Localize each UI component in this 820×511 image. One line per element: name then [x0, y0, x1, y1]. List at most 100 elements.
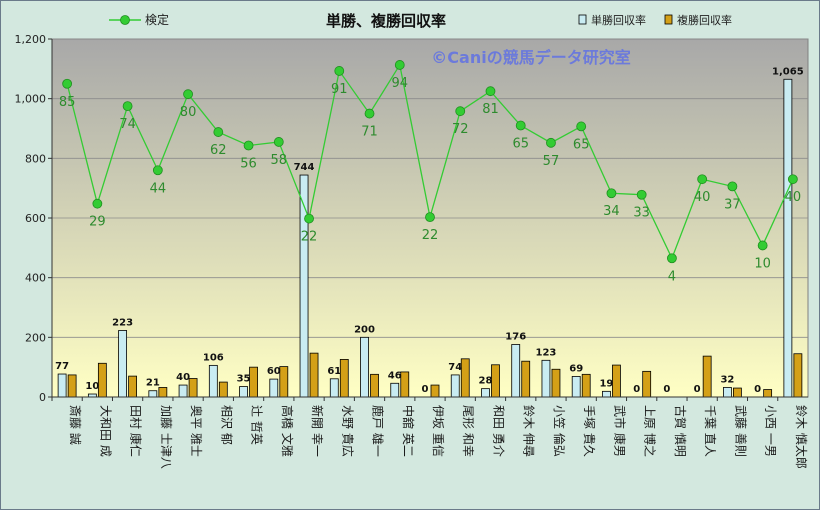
- bar-win: [299, 174, 309, 398]
- bar-win: [571, 376, 581, 398]
- test-marker: [757, 240, 768, 251]
- bar-win: [360, 336, 369, 398]
- data-label-test: 37: [724, 197, 741, 212]
- test-marker: [455, 106, 466, 117]
- data-label-win: 69: [569, 363, 583, 374]
- bar-place: [67, 374, 77, 398]
- bar-win: [602, 390, 611, 398]
- bar-place: [521, 360, 531, 398]
- bar-win: [541, 359, 551, 398]
- data-label-win: 32: [720, 374, 734, 385]
- test-marker: [364, 108, 375, 119]
- legend: 検定 単勝回収率 複勝回収率: [109, 12, 732, 27]
- data-label-test: 85: [59, 95, 76, 110]
- bar-place: [612, 364, 621, 398]
- x-tick-label: 田村 康仁: [129, 405, 144, 457]
- bar-win: [481, 388, 490, 398]
- data-label-win: 35: [237, 374, 251, 385]
- bar-place: [702, 355, 712, 398]
- data-label-test: 22: [301, 230, 318, 245]
- x-tick-label: 鈴木 伸尋: [522, 405, 537, 457]
- data-label-win: 60: [267, 366, 281, 377]
- x-axis: 斎藤 誠 大和田 成 田村 康仁 加藤 士津八 奥平 雅士 相沢 郁 辻 哲英 高橋 文雅 新開…: [51, 396, 809, 469]
- x-tick-label: 武藤 善則: [733, 405, 748, 457]
- bar-place: [491, 364, 500, 398]
- test-marker: [213, 127, 224, 137]
- data-label-test: 72: [452, 122, 469, 137]
- x-tick-label: 加藤 士津八: [159, 405, 173, 469]
- bar-win: [511, 344, 521, 398]
- data-label-win: 10: [85, 381, 99, 392]
- x-tick-label: 相沢 郁: [219, 405, 234, 445]
- bar-win: [329, 378, 339, 398]
- data-label-win: 40: [176, 372, 190, 383]
- test-marker: [787, 174, 798, 185]
- data-label-win: 123: [536, 347, 557, 358]
- x-tick-label: 奥平 雅士: [189, 405, 204, 457]
- bar-win: [450, 374, 460, 398]
- bar-place: [97, 362, 107, 398]
- data-label-win: 200: [354, 324, 375, 335]
- y-tick-label: 200: [25, 331, 46, 344]
- test-marker: [485, 86, 496, 97]
- y-tick-label: 1,000: [15, 93, 47, 106]
- data-label-test: 4: [668, 269, 676, 284]
- bar-place: [460, 358, 470, 398]
- bar-win: [208, 364, 218, 398]
- chart-title: 単勝、複勝回収率: [326, 12, 446, 30]
- bar-place: [128, 375, 137, 398]
- x-tick-label: 小西 一男: [764, 405, 778, 457]
- bar-win: [269, 378, 279, 398]
- test-marker: [727, 181, 738, 192]
- x-tick-label: 小笠 倫弘: [552, 405, 567, 457]
- bar-place: [158, 387, 168, 398]
- data-label-test: 57: [543, 154, 560, 169]
- bar-win: [783, 78, 793, 398]
- x-tick-label: 伊坂 重信: [431, 405, 445, 457]
- x-tick-label: 手塚 貴久: [582, 405, 596, 457]
- x-tick-label: 大和田 成: [98, 405, 112, 457]
- data-label-test: 94: [391, 76, 408, 91]
- test-marker: [697, 174, 708, 185]
- bar-win: [178, 384, 188, 398]
- test-marker: [304, 213, 314, 224]
- bar-place: [370, 373, 379, 398]
- data-label-win: 176: [505, 331, 526, 342]
- x-tick-label: 古賀 慎明: [673, 405, 688, 457]
- test-marker: [636, 189, 647, 200]
- data-label-test: 34: [603, 204, 620, 219]
- legend-label-line: 検定: [145, 12, 169, 27]
- bar-place: [430, 384, 440, 398]
- data-label-win: 61: [327, 366, 341, 377]
- test-marker: [62, 78, 73, 89]
- data-label-win: 1,065: [772, 66, 804, 77]
- x-tick-label: 和田 勇介: [491, 405, 505, 457]
- data-label-test: 10: [754, 256, 771, 271]
- data-label-test: 33: [633, 206, 650, 221]
- bar-win: [723, 387, 732, 398]
- bar-place: [551, 368, 561, 398]
- data-label-win: 0: [754, 384, 761, 395]
- data-label-win: 744: [294, 162, 315, 173]
- bar-win: [118, 330, 127, 398]
- bar-place: [793, 353, 803, 398]
- data-labels: 7710223214010635607446120046074281761236…: [55, 66, 804, 395]
- data-label-test: 44: [150, 181, 167, 196]
- data-label-test: 80: [180, 105, 197, 120]
- data-label-win: 0: [663, 384, 670, 395]
- data-label-win: 0: [694, 384, 701, 395]
- y-axis: 0 200 400 600 800 1,000 1,200: [15, 33, 53, 404]
- x-tick-label: 辻 哲英: [250, 405, 264, 445]
- y-tick-label: 600: [25, 212, 46, 225]
- bar-place: [733, 387, 742, 398]
- x-tick-label: 新開 幸一: [310, 405, 325, 457]
- data-label-win: 106: [203, 352, 224, 363]
- test-marker: [183, 89, 193, 100]
- test-marker: [122, 101, 133, 112]
- y-tick-label: 1,200: [15, 33, 47, 46]
- test-marker: [425, 212, 435, 223]
- legend-swatch-win: [578, 14, 587, 25]
- x-tick-label: 武市 康男: [612, 405, 627, 457]
